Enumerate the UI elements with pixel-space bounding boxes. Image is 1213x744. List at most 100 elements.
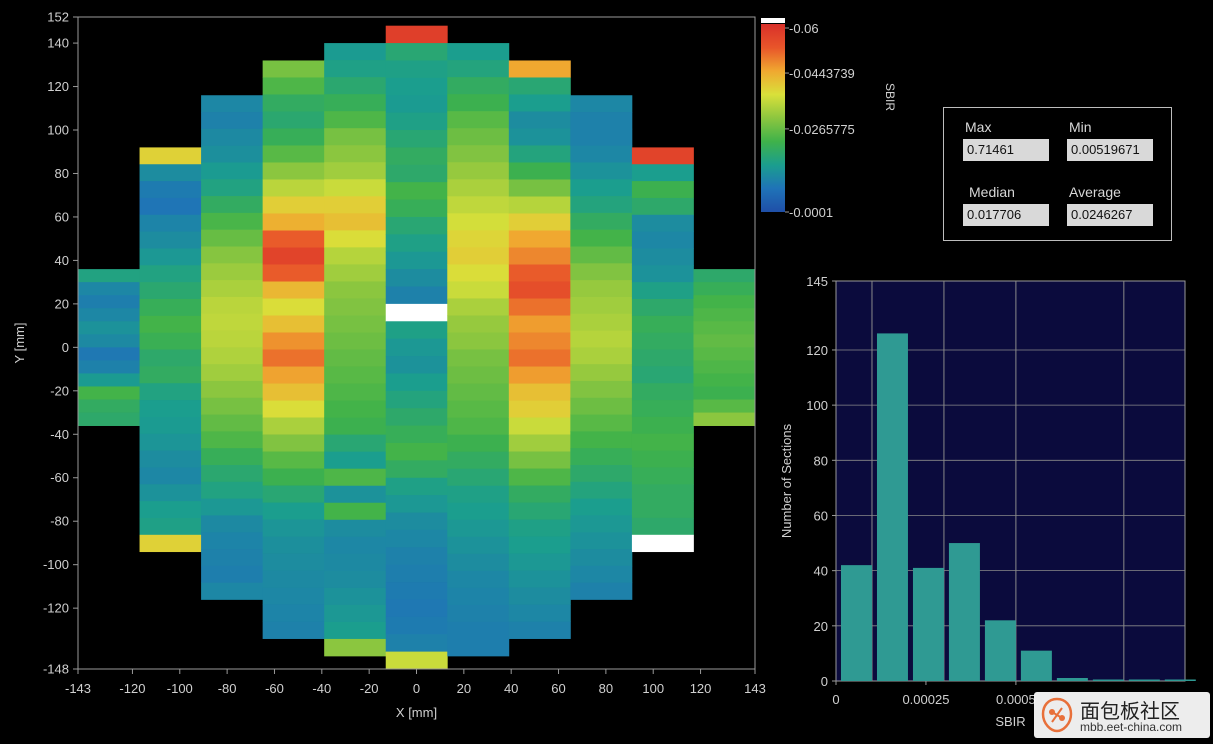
heatmap-cell [324, 621, 387, 640]
heatmap-cell [201, 162, 264, 180]
x-tick-label: -60 [265, 681, 284, 696]
y-tick-label: 0 [62, 340, 69, 355]
x-tick-label: 20 [457, 681, 471, 696]
histogram-y-tick-label: 60 [814, 508, 828, 523]
heatmap-cell [385, 634, 448, 653]
heatmap-cell [631, 534, 694, 553]
heatmap-cell [447, 230, 510, 248]
heatmap-cell [570, 246, 633, 264]
heatmap-cell [324, 145, 387, 163]
heatmap-cell [78, 334, 140, 348]
heatmap-cell [262, 60, 325, 78]
heatmap-cell [139, 450, 202, 468]
heatmap-cell [201, 397, 264, 415]
heatmap-cell [139, 197, 202, 216]
heatmap-cell [385, 77, 448, 96]
heatmap-cell [139, 366, 202, 384]
heatmap-cell [78, 295, 140, 309]
heatmap-cell [324, 604, 387, 623]
y-tick-label: -100 [43, 557, 69, 572]
heatmap-cell [385, 164, 448, 183]
heatmap-cell [324, 247, 387, 265]
heatmap-cell [508, 128, 571, 146]
y-tick-label: -60 [50, 470, 69, 485]
heatmap-cell [508, 162, 571, 180]
heatmap-cell [693, 373, 756, 387]
heatmap-cell [385, 60, 448, 79]
histogram-y-tick-label: 20 [814, 619, 828, 634]
heatmap-cell [447, 434, 510, 453]
y-axis-label: Y [mm] [12, 323, 27, 364]
heatmap-cell [508, 281, 571, 299]
x-tick-label: -80 [218, 681, 237, 696]
heatmap-cell [508, 621, 571, 639]
heatmap-cell [631, 517, 694, 536]
heatmap-cell [385, 303, 448, 322]
x-tick-label: 80 [599, 681, 613, 696]
heatmap-cell [447, 587, 510, 606]
site-watermark: 面包板社区 mbb.eet-china.com [1034, 692, 1210, 738]
heatmap-cell [447, 621, 510, 640]
heatmap-cell [324, 315, 387, 333]
heatmap-cell [693, 360, 756, 374]
heatmap-cell [201, 280, 264, 298]
heatmap-cell [139, 501, 202, 519]
heatmap-cell [139, 147, 202, 165]
heatmap-cell [324, 298, 387, 316]
heatmap-cell [201, 246, 264, 264]
heatmap-cell [262, 145, 325, 163]
heatmap-cell [508, 417, 571, 435]
histogram-bar [912, 567, 944, 681]
heatmap-cell [201, 565, 264, 584]
heatmap-cell [570, 498, 633, 516]
heatmap-cell [324, 281, 387, 299]
heatmap-cell [570, 112, 633, 130]
colorbar-tick-label: -0.0265775 [789, 122, 855, 137]
histogram-x-tick-label: 0 [832, 692, 839, 707]
heatmap-cell [262, 400, 325, 418]
y-tick-label: 140 [47, 36, 69, 51]
heatmap-cell [447, 638, 510, 657]
heatmap-cell [385, 234, 448, 253]
heatmap-cell [324, 111, 387, 129]
heatmap-cell [693, 321, 756, 335]
histogram-bar [1020, 650, 1052, 681]
heatmap-cell [262, 94, 325, 112]
sbir-histogram: 0 20 40 60 80 100 120 145 0 0.00025 0.0005 SBIR Numb… [779, 274, 1196, 729]
heatmap-cell [385, 495, 448, 513]
heatmap-cell [262, 332, 325, 350]
heatmap-cell [447, 281, 510, 299]
heatmap-cell [201, 481, 264, 500]
heatmap-cell [324, 502, 387, 521]
x-tick-label: -120 [119, 681, 145, 696]
heatmap-cell [262, 604, 325, 622]
x-tick-label: 0 [413, 681, 420, 696]
heatmap-cell [139, 231, 202, 249]
heatmap-cell [508, 349, 571, 367]
heatmap-cell [631, 400, 694, 418]
histogram-bar [876, 333, 908, 681]
heatmap-cell [631, 383, 694, 401]
heatmap-cell [262, 162, 325, 180]
heatmap-cell [201, 380, 264, 399]
heatmap-cell [570, 565, 633, 584]
heatmap-cell [447, 604, 510, 623]
heatmap-cell [631, 501, 694, 519]
heatmap-cell [139, 433, 202, 451]
histogram-y-axis-label: Number of Sections [779, 423, 794, 538]
heatmap-cell [201, 313, 264, 331]
heatmap-cell [693, 386, 756, 400]
heatmap-axes: 152 140 120 100 80 60 40 20 0 -20 -40 -60 -80 -100 -12… [12, 10, 766, 721]
histogram-bar [1128, 679, 1160, 681]
heatmap-cell [324, 570, 387, 589]
heatmap-cell [693, 308, 756, 322]
histogram-y-tick-label: 145 [806, 274, 828, 289]
heatmap-cell [570, 145, 633, 163]
heatmap-cell [201, 498, 264, 516]
heatmap-cell [508, 604, 571, 622]
heatmap-cell [324, 400, 387, 419]
heatmap-cell [324, 128, 387, 146]
heatmap-cell [385, 408, 448, 426]
heatmap-cell [447, 519, 510, 538]
heatmap-cell [262, 77, 325, 95]
